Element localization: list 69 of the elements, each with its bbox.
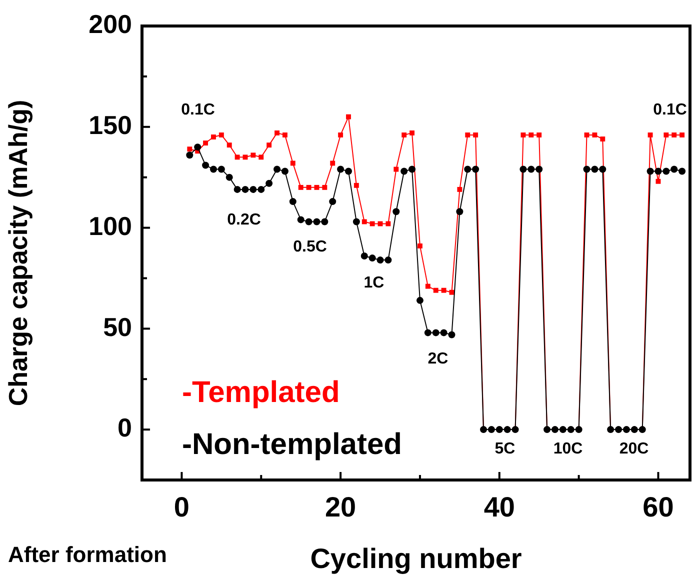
y-tick-label: 200 [88, 9, 132, 40]
y-tick-label: 100 [88, 210, 132, 241]
x-tick-label: 60 [642, 492, 674, 523]
y-axis-title: Charge capacity (mAh/g) [2, 100, 33, 406]
point [290, 160, 296, 166]
point [520, 132, 526, 138]
point [441, 288, 446, 293]
point [648, 132, 653, 138]
point [187, 146, 192, 152]
point [338, 132, 344, 138]
point [402, 132, 407, 138]
point [242, 154, 248, 160]
text: After formation [8, 542, 167, 568]
point [457, 186, 462, 192]
annotation: 0.5C [293, 238, 328, 256]
text: -Templated [182, 376, 340, 409]
x-tick-label: 20 [324, 492, 356, 523]
point [600, 136, 606, 142]
point [473, 132, 478, 138]
point [528, 132, 534, 138]
point [274, 130, 280, 136]
annotation: 0.1C [653, 101, 688, 118]
point [266, 142, 272, 148]
point [465, 132, 470, 138]
point [386, 221, 391, 226]
x-tick-label: 0 [174, 492, 190, 523]
annotation: 1C [364, 274, 385, 292]
point [346, 114, 351, 120]
point [672, 132, 677, 138]
point [425, 284, 430, 289]
point [218, 132, 224, 138]
point [656, 178, 661, 184]
x-tick-label: 40 [484, 492, 515, 523]
point [417, 243, 422, 248]
text: -Non-templated [182, 428, 402, 461]
point [211, 134, 216, 140]
y-tick-label: 150 [88, 110, 132, 140]
point [536, 132, 542, 138]
point [298, 184, 304, 190]
point [664, 132, 669, 138]
annotation: 0.2C [227, 211, 262, 228]
point [330, 160, 336, 166]
annotation: 5C [494, 440, 516, 458]
point [584, 132, 590, 138]
point [592, 132, 598, 138]
x-axis-title: Cycling number [310, 542, 522, 574]
point [394, 166, 399, 172]
point [354, 182, 359, 188]
y-tick-label: 50 [103, 312, 132, 342]
point [282, 132, 288, 138]
point [226, 142, 232, 148]
annotation: 10C [553, 440, 584, 458]
annotation: 0.1C [181, 101, 216, 118]
point [370, 221, 375, 226]
point [362, 219, 367, 224]
point [234, 154, 240, 160]
point [258, 154, 264, 160]
annotation: 2C [428, 350, 449, 368]
point [322, 184, 328, 190]
annotation: 20C [619, 440, 650, 458]
point [203, 140, 208, 146]
point [314, 184, 320, 190]
point [449, 290, 454, 295]
point [250, 152, 256, 158]
point [410, 130, 415, 136]
point [680, 132, 685, 138]
point [433, 288, 438, 293]
y-tick-label: 0 [118, 412, 132, 443]
point [306, 184, 312, 190]
